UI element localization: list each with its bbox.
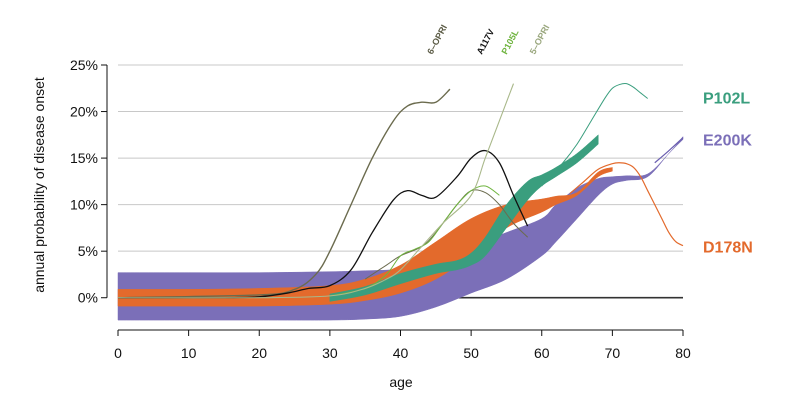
axes: 0 10 20 30 40 50 60 70 80 0% 5% 10% 15% 20% 25% [70, 57, 691, 361]
y-tick-label-0: 0% [78, 290, 98, 306]
x-tick-label-50: 50 [463, 345, 479, 361]
x-axis-title: age [389, 374, 413, 390]
line-p102l [541, 82, 648, 187]
y-tick-label-15: 15% [70, 150, 98, 166]
x-tick-label-10: 10 [181, 345, 197, 361]
label-p105l: P105L [499, 27, 521, 56]
y-tick-label-20: 20% [70, 104, 98, 120]
x-tick-label-30: 30 [322, 345, 338, 361]
series-label-p102l: P102L [703, 91, 750, 108]
x-tick-label-80: 80 [675, 345, 691, 361]
label-6-opri: 6–OPRI [425, 23, 449, 56]
series-label-e200k: E200K [703, 132, 752, 149]
label-a117v: A117V [475, 27, 497, 56]
series-label-d178n: D178N [703, 240, 753, 257]
line-a117v [117, 149, 529, 299]
label-5-opri: 5–OPRI [528, 23, 552, 56]
line-5-opri [117, 83, 515, 299]
x-tick-label-20: 20 [251, 345, 267, 361]
y-tick-label-25: 25% [70, 57, 98, 73]
x-tick-label-40: 40 [393, 345, 409, 361]
series-bands [117, 134, 684, 321]
y-tick-label-5: 5% [78, 243, 98, 259]
line-e200k [654, 137, 684, 164]
y-axis-title: annual probability of disease onset [31, 77, 47, 293]
y-tick-label-10: 10% [70, 197, 98, 213]
line-6-opri [117, 88, 451, 299]
x-tick-label-70: 70 [605, 345, 621, 361]
band-p102l [329, 134, 599, 302]
series-lines [117, 82, 684, 299]
x-tick-label-0: 0 [114, 345, 122, 361]
x-tick-label-60: 60 [534, 345, 550, 361]
line-d178n [569, 162, 684, 247]
band-d178n [117, 167, 613, 307]
